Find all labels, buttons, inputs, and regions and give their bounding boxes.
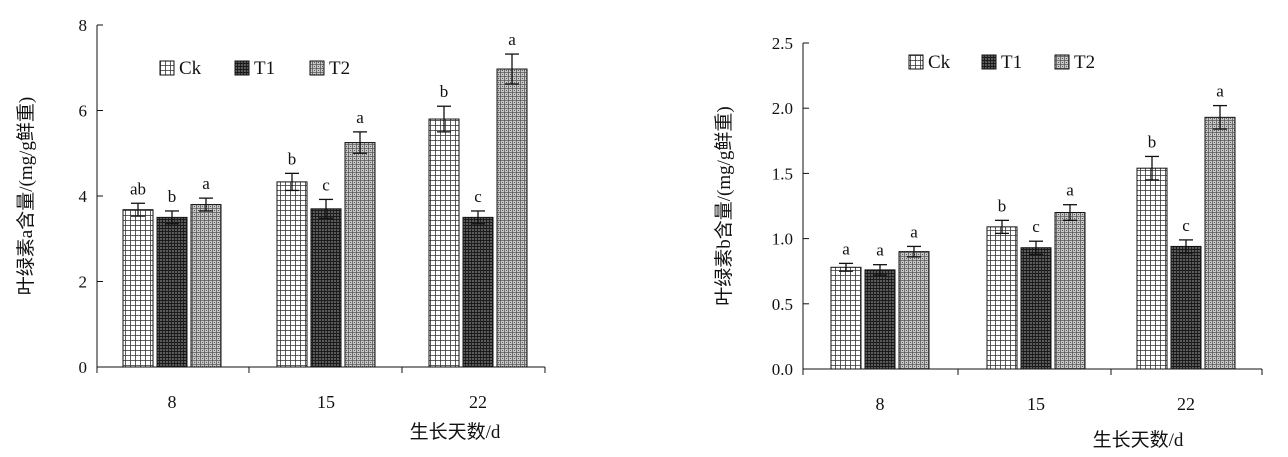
chartb-bar-t1 [1020,247,1052,370]
charta-y-tick-label: 6 [79,102,88,121]
charta-significance-letter: c [322,175,330,194]
charta-significance-letter: b [168,187,177,206]
chartb-bar-t2 [1204,116,1236,370]
chartb-bar-t1 [1170,245,1202,370]
chart-b-group: 0.0 0.5 1.0 1.5 2.0 2.5 8 15 22 a b b a c c a a a Ck T1 T2 叶绿… [713,34,1263,451]
chartb-significance-letter: a [910,222,918,241]
charta-y-axis-label: 叶绿素a含量/(mg/g鲜重) [15,97,37,295]
chartb-legend-label: Ck [928,52,951,73]
chartb-y-tick-label: 1.0 [772,230,793,249]
charta-bar-t1 [462,216,494,368]
chartb-y-tick-label: 0.5 [772,295,793,314]
charta-legend-swatch [234,60,250,76]
charta-bar-ck [122,209,154,368]
charta-y-tick-label: 8 [79,16,88,35]
chart-a-group: 0 2 4 6 8 8 15 22 ab b b b c c a a a Ck T1 T2 叶绿素a含量/(mg/g鲜重… [15,16,546,443]
chartb-y-axis-label: 叶绿素b含量/(mg/g鲜重) [713,106,735,306]
chartb-bar-t2 [1054,212,1086,370]
charta-bar-t2 [190,204,222,368]
chartb-y-tick-label: 2.5 [772,34,793,53]
chartb-significance-letter: a [1216,82,1224,101]
charta-significance-letter: a [202,174,210,193]
chartb-significance-letter: a [1066,181,1074,200]
charta-bar-ck [276,181,308,368]
chartb-bar-ck [986,226,1018,370]
charta-bar-ck [428,118,460,368]
chartb-x-tick-label: 8 [876,394,885,414]
charta-y-tick-label: 0 [79,358,88,377]
charta-legend-label: Ck [179,58,202,79]
chartb-bar-t2 [898,251,930,370]
chartb-significance-letter: b [1148,132,1157,151]
chartb-legend-swatch [1054,54,1070,70]
charta-significance-letter: b [288,149,297,168]
chartb-bar-ck [830,266,862,370]
chartb-significance-letter: b [998,196,1007,215]
chartb-significance-letter: c [1032,217,1040,236]
chartb-legend-swatch [908,54,924,70]
chartb-bar-ck [1136,167,1168,370]
charta-bar-t1 [156,216,188,368]
chartb-significance-letter: c [1182,216,1190,235]
chartb-legend-swatch [981,54,997,70]
charta-significance-letter: a [508,30,516,49]
chartb-legend-label: T1 [1001,52,1022,73]
chartb-x-tick-label: 22 [1177,394,1195,414]
chartb-legend-label: T2 [1074,52,1095,73]
charta-x-tick-label: 22 [469,392,487,412]
charta-significance-letter: ab [130,179,146,198]
charta-bar-t2 [496,68,528,368]
charta-legend-label: T1 [254,58,275,79]
charta-x-tick-label: 8 [168,392,177,412]
charta-significance-letter: b [440,82,449,101]
charta-legend-label: T2 [329,58,350,79]
charta-x-tick-label: 15 [317,392,335,412]
chartb-y-tick-label: 2.0 [772,99,793,118]
chartb-y-tick-label: 1.5 [772,164,793,183]
charta-significance-letter: c [474,187,482,206]
chartb-x-tick-label: 15 [1027,394,1045,414]
charta-significance-letter: a [356,108,364,127]
charta-legend-swatch [309,60,325,76]
charta-legend-swatch [159,60,175,76]
chartb-x-axis-label: 生长天数/d [1093,429,1184,451]
charta-y-tick-label: 4 [79,187,88,206]
chartb-significance-letter: a [876,241,884,260]
charta-bar-t1 [310,208,342,368]
chartb-bar-t1 [864,269,896,370]
chartb-y-tick-label: 0.0 [772,360,793,379]
charta-x-axis-label: 生长天数/d [410,421,501,443]
charta-bar-t2 [344,142,376,368]
charta-y-tick-label: 2 [79,273,88,292]
chartb-significance-letter: a [842,239,850,258]
